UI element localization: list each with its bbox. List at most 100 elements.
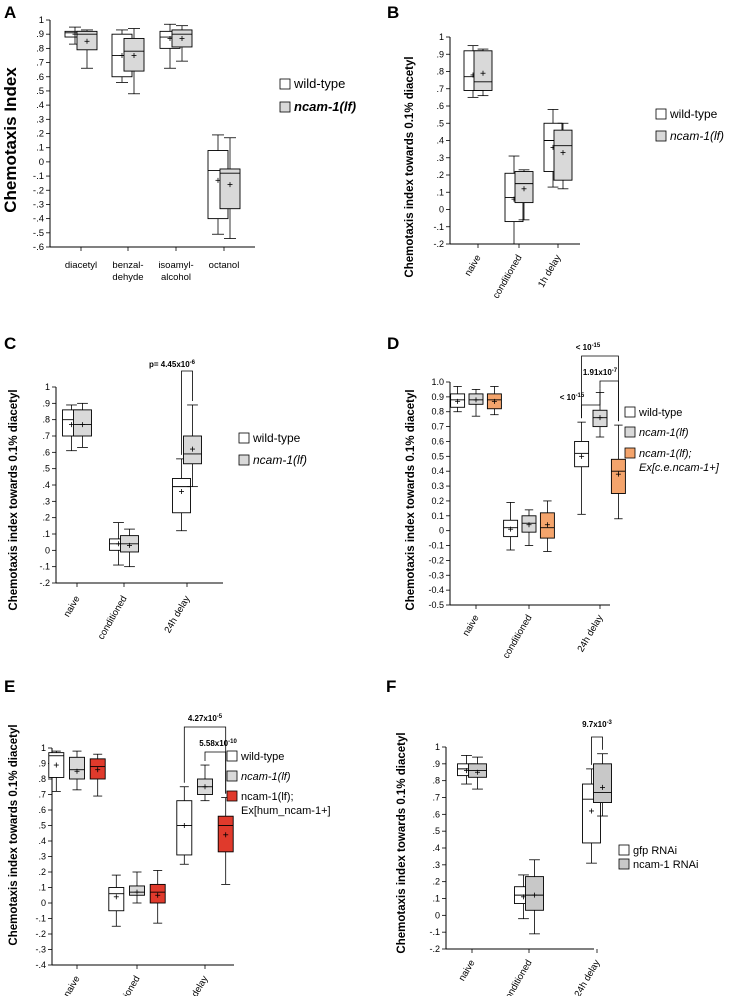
panel-b-plot: -.2 -.1 0 .1 .2 .3 .4 .5 .6 .7 .8 .9 1 naive condition… xyxy=(433,32,580,301)
legend-label-wild-type: wild-type xyxy=(240,751,284,763)
y-tick-label: .1 xyxy=(38,883,46,893)
legend-label-wild-type: wild-type xyxy=(252,431,301,445)
legend-label-hum-rescue-line2: Ex[hum_ncam-1+] xyxy=(241,805,331,817)
panel-d-plot: -0.5 -0.4 -0.3 -0.2 -0.1 0 0.1 0.2 0.3 0.4 0.5 0.6 0… xyxy=(428,343,626,661)
legend-swatch-wild-type xyxy=(279,78,291,90)
panel-c-label: C xyxy=(4,334,16,353)
box xyxy=(553,129,573,181)
x-tick-label: dehyde xyxy=(112,272,143,283)
y-tick-label: .1 xyxy=(436,187,444,197)
y-tick-label: .2 xyxy=(36,129,44,140)
y-tick-label: .1 xyxy=(36,143,44,154)
panel-d-label: D xyxy=(387,334,399,353)
p-value-label: p= 4.45x10-6 xyxy=(149,360,196,369)
y-tick-label: .9 xyxy=(436,49,444,59)
panel-e-plot: -.4 -.3 -.2 -.1 0 .1 .2 .3 .4 .5 .6 .7 .8 .9 1 naive con… xyxy=(35,714,237,996)
y-tick-label: -.3 xyxy=(33,199,44,210)
panel-a: A Chemotaxis Index -.6 -.5 -.4 -.3 -.2 -.1 0 .1… xyxy=(1,3,356,283)
panel-e-label: E xyxy=(4,677,15,696)
y-tick-label: 1 xyxy=(435,742,440,752)
x-tick-label: diacetyl xyxy=(65,260,97,271)
p-value-label: 4.27x10-5 xyxy=(188,714,223,723)
panel-e: E Chemotaxis index towards 0.1% diacetyl… xyxy=(4,677,331,996)
x-tick-label: 24h delay xyxy=(162,594,192,635)
y-tick-label: .9 xyxy=(38,759,46,769)
y-tick-label: .8 xyxy=(38,774,46,784)
legend-swatch-wild-type xyxy=(226,750,238,762)
y-tick-label: .6 xyxy=(42,447,50,457)
y-tick-label: .8 xyxy=(436,67,444,77)
legend-label-ncam-1: ncam-1(lf) xyxy=(241,771,291,783)
significance-bracket xyxy=(181,370,193,455)
legend-label-rescue-line1: ncam-1(lf); xyxy=(639,448,692,460)
x-tick-label: naive xyxy=(62,974,83,996)
y-tick-label: -.1 xyxy=(35,914,46,924)
legend-swatch-wild-type xyxy=(238,432,250,444)
y-tick-label: .5 xyxy=(436,118,444,128)
y-tick-label: -.1 xyxy=(33,171,44,182)
y-tick-label: -0.3 xyxy=(428,570,444,580)
p-value-exponent: -10 xyxy=(228,739,237,745)
y-tick-label: .1 xyxy=(42,529,50,539)
y-tick-label: .5 xyxy=(36,86,44,97)
y-tick-label: 1 xyxy=(39,15,44,26)
significance-bracket xyxy=(204,751,227,794)
legend-swatch-wild-type xyxy=(655,108,667,120)
x-tick-label: conditioned xyxy=(491,253,525,301)
panel-c-legend: wild-type ncam-1(lf) xyxy=(238,431,307,467)
panel-f-legend: gfp RNAi ncam-1 RNAi xyxy=(618,844,698,871)
x-tick-label: 24h delay xyxy=(180,974,210,996)
panel-a-legend: wild-type ncam-1(lf) xyxy=(279,76,356,114)
y-tick-label: -.1 xyxy=(433,222,444,232)
legend-swatch-gfp xyxy=(618,844,630,856)
y-tick-label: .1 xyxy=(432,894,440,904)
box xyxy=(219,168,241,210)
y-tick-label: .2 xyxy=(436,170,444,180)
legend-label-ncam-1: ncam-1(lf) xyxy=(639,427,689,439)
panel-d-legend: wild-type ncam-1(lf) ncam-1(lf); Ex[c.e.… xyxy=(624,406,720,474)
y-tick-label: .4 xyxy=(432,843,440,853)
panel-a-label: A xyxy=(4,3,16,22)
y-tick-label: .5 xyxy=(38,821,46,831)
y-tick-label: .3 xyxy=(38,852,46,862)
y-tick-label: 0 xyxy=(41,898,46,908)
legend-swatch-ncam-1 xyxy=(226,770,238,782)
legend-label-wild-type: wild-type xyxy=(669,107,718,121)
y-tick-label: -.1 xyxy=(39,562,50,572)
legend-swatch-ncam-1 xyxy=(279,101,291,113)
y-tick-label: .6 xyxy=(436,101,444,111)
y-tick-label: -.4 xyxy=(33,214,44,225)
y-tick-label: -.1 xyxy=(429,927,440,937)
y-tick-label: 0.1 xyxy=(431,511,444,521)
y-tick-label: .4 xyxy=(36,100,44,111)
y-tick-label: 0.2 xyxy=(431,496,444,506)
y-tick-label: .2 xyxy=(42,513,50,523)
legend-label-wild-type: wild-type xyxy=(638,407,682,419)
box xyxy=(473,50,493,91)
y-tick-label: 0 xyxy=(439,526,444,536)
y-tick-label: .3 xyxy=(436,153,444,163)
legend-label-ncam-1: ncam-1(lf) xyxy=(670,129,724,143)
p-value-exponent: -7 xyxy=(612,368,618,374)
legend-label-ncam-1-rnai: ncam-1 RNAi xyxy=(633,859,698,871)
p-value-label: 5.58x10-10 xyxy=(199,739,237,748)
y-tick-label: .4 xyxy=(436,136,444,146)
p-value-exponent: -15 xyxy=(592,343,601,349)
y-tick-label: .7 xyxy=(36,58,44,69)
x-tick-label: conditioned xyxy=(501,613,535,661)
y-tick-label: -.3 xyxy=(35,945,46,955)
p-value-exponent: -6 xyxy=(190,360,196,366)
y-tick-label: .6 xyxy=(38,805,46,815)
x-tick-label: conditioned xyxy=(501,958,535,996)
panel-d: D Chemotaxis index towards 0.1% diacetyl… xyxy=(387,334,720,661)
panel-c-ylabel: Chemotaxis index towards 0.1% diacetyl xyxy=(8,389,20,610)
legend-label-ncam-1: ncam-1(lf) xyxy=(294,99,356,114)
x-tick-label: naive xyxy=(62,594,83,619)
legend-swatch-ncam-1-rnai xyxy=(618,858,630,870)
p-value-exponent: -5 xyxy=(217,714,223,720)
y-tick-label: 0.4 xyxy=(431,466,444,476)
panel-a-ylabel: Chemotaxis Index xyxy=(1,67,20,213)
x-tick-label: conditioned xyxy=(109,974,143,996)
y-tick-label: -.2 xyxy=(33,185,44,196)
